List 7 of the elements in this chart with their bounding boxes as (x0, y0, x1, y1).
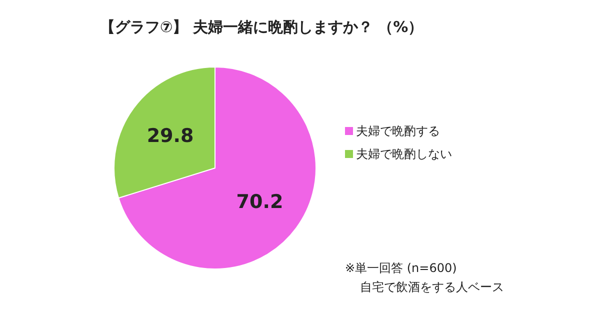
legend-label: 夫婦で晩酌しない (356, 147, 452, 161)
data-label: 70.2 (236, 190, 284, 213)
text: ※単一回答 (n=600) (345, 261, 457, 275)
chart-title: 【グラフ⑦】 夫婦一緒に晩酌しますか？ （%） (100, 18, 424, 36)
text: 自宅で飲酒をする人ベース (360, 280, 504, 294)
data-label: 29.8 (146, 125, 194, 148)
legend-label: 夫婦で晩酌する (356, 124, 440, 138)
